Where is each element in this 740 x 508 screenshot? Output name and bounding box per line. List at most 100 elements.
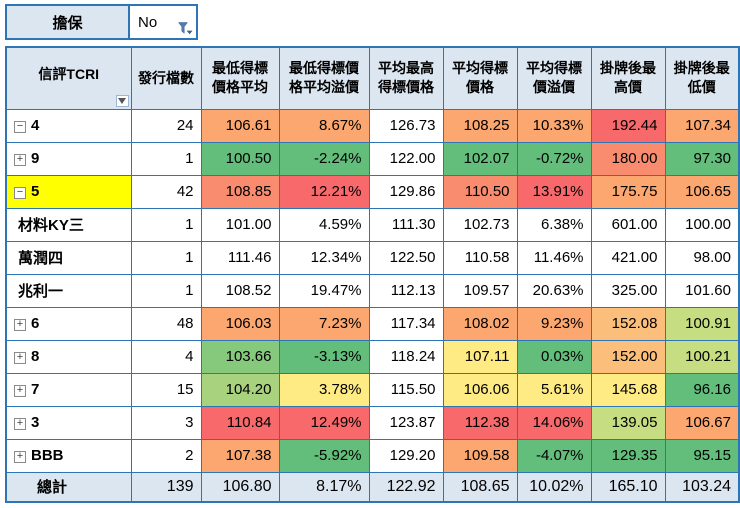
value-cell[interactable]: 108.52 — [200, 273, 280, 308]
expand-icon[interactable]: + — [14, 384, 26, 397]
value-cell[interactable]: 117.34 — [368, 306, 444, 341]
row-label-cell[interactable]: +6 — [5, 306, 132, 341]
issue-count-cell[interactable]: 3 — [130, 405, 202, 440]
value-cell[interactable]: 112.13 — [368, 273, 444, 308]
value-cell[interactable]: 106.03 — [200, 306, 280, 341]
value-cell[interactable]: 103.66 — [200, 339, 280, 374]
value-cell[interactable]: 123.87 — [368, 405, 444, 440]
value-cell[interactable]: 192.44 — [590, 108, 666, 143]
row-label-cell[interactable]: +9 — [5, 141, 132, 176]
row-label-cell[interactable]: 萬潤四 — [5, 240, 132, 275]
grand-total-cell[interactable]: 10.02% — [516, 471, 592, 503]
value-cell[interactable]: 5.61% — [516, 372, 592, 407]
row-label-cell[interactable]: 材料KY三 — [5, 207, 132, 242]
column-header-post-listing-low[interactable]: 掛牌後最低價 — [664, 46, 740, 110]
column-header-avg-bid[interactable]: 平均得標價格 — [442, 46, 518, 110]
grand-total-cell[interactable]: 122.92 — [368, 471, 444, 503]
value-cell[interactable]: 152.00 — [590, 339, 666, 374]
value-cell[interactable]: 111.46 — [200, 240, 280, 275]
column-header-avg-max-bid[interactable]: 平均最高得標價格 — [368, 46, 444, 110]
value-cell[interactable]: 7.23% — [278, 306, 370, 341]
value-cell[interactable]: 118.24 — [368, 339, 444, 374]
row-label-cell[interactable]: 兆利一 — [5, 273, 132, 308]
value-cell[interactable]: 145.68 — [590, 372, 666, 407]
grand-total-cell[interactable]: 103.24 — [664, 471, 740, 503]
value-cell[interactable]: 107.38 — [200, 438, 280, 473]
value-cell[interactable]: 0.03% — [516, 339, 592, 374]
value-cell[interactable]: 100.50 — [200, 141, 280, 176]
value-cell[interactable]: 9.23% — [516, 306, 592, 341]
value-cell[interactable]: 19.47% — [278, 273, 370, 308]
value-cell[interactable]: -3.13% — [278, 339, 370, 374]
value-cell[interactable]: 106.67 — [664, 405, 740, 440]
value-cell[interactable]: 110.58 — [442, 240, 518, 275]
value-cell[interactable]: 6.38% — [516, 207, 592, 242]
value-cell[interactable]: 106.61 — [200, 108, 280, 143]
value-cell[interactable]: 14.06% — [516, 405, 592, 440]
value-cell[interactable]: 106.65 — [664, 174, 740, 209]
grand-total-cell[interactable]: 106.80 — [200, 471, 280, 503]
column-header-min-bid-avg[interactable]: 最低得標價格平均 — [200, 46, 280, 110]
value-cell[interactable]: 112.38 — [442, 405, 518, 440]
row-label-cell[interactable]: +8 — [5, 339, 132, 374]
value-cell[interactable]: -2.24% — [278, 141, 370, 176]
value-cell[interactable]: 108.02 — [442, 306, 518, 341]
report-filter-field[interactable]: 擔保 — [7, 6, 128, 38]
expand-icon[interactable]: + — [14, 351, 26, 364]
issue-count-cell[interactable]: 48 — [130, 306, 202, 341]
column-header-min-bid-premium[interactable]: 最低得標價格平均溢價 — [278, 46, 370, 110]
grand-total-cell[interactable]: 8.17% — [278, 471, 370, 503]
value-cell[interactable]: 122.00 — [368, 141, 444, 176]
value-cell[interactable]: 109.58 — [442, 438, 518, 473]
value-cell[interactable]: 129.20 — [368, 438, 444, 473]
value-cell[interactable]: 175.75 — [590, 174, 666, 209]
issue-count-cell[interactable]: 1 — [130, 207, 202, 242]
value-cell[interactable]: 106.06 — [442, 372, 518, 407]
value-cell[interactable]: 108.25 — [442, 108, 518, 143]
value-cell[interactable]: 98.00 — [664, 240, 740, 275]
filter-funnel-icon[interactable] — [177, 22, 193, 36]
value-cell[interactable]: -5.92% — [278, 438, 370, 473]
issue-count-cell[interactable]: 4 — [130, 339, 202, 374]
expand-icon[interactable]: + — [14, 417, 26, 430]
value-cell[interactable]: 13.91% — [516, 174, 592, 209]
value-cell[interactable]: 10.33% — [516, 108, 592, 143]
value-cell[interactable]: 100.21 — [664, 339, 740, 374]
value-cell[interactable]: 4.59% — [278, 207, 370, 242]
row-label-cell[interactable]: +3 — [5, 405, 132, 440]
value-cell[interactable]: 107.34 — [664, 108, 740, 143]
row-label-cell[interactable]: + BBB — [5, 438, 132, 473]
value-cell[interactable]: 12.34% — [278, 240, 370, 275]
issue-count-cell[interactable]: 2 — [130, 438, 202, 473]
issue-count-cell[interactable]: 42 — [130, 174, 202, 209]
value-cell[interactable]: 111.30 — [368, 207, 444, 242]
grand-total-cell[interactable]: 108.65 — [442, 471, 518, 503]
value-cell[interactable]: 601.00 — [590, 207, 666, 242]
value-cell[interactable]: 129.86 — [368, 174, 444, 209]
value-cell[interactable]: 102.73 — [442, 207, 518, 242]
value-cell[interactable]: 325.00 — [590, 273, 666, 308]
value-cell[interactable]: 100.91 — [664, 306, 740, 341]
column-header-issue-count[interactable]: 發行檔數 — [130, 46, 202, 110]
value-cell[interactable]: 152.08 — [590, 306, 666, 341]
value-cell[interactable]: 126.73 — [368, 108, 444, 143]
grand-total-label[interactable]: 總計 — [5, 471, 132, 503]
expand-icon[interactable]: + — [14, 450, 26, 463]
value-cell[interactable]: 110.84 — [200, 405, 280, 440]
value-cell[interactable]: 180.00 — [590, 141, 666, 176]
value-cell[interactable]: 11.46% — [516, 240, 592, 275]
issue-count-cell[interactable]: 1 — [130, 273, 202, 308]
issue-count-cell[interactable]: 1 — [130, 240, 202, 275]
value-cell[interactable]: 12.49% — [278, 405, 370, 440]
value-cell[interactable]: 115.50 — [368, 372, 444, 407]
column-header-avg-bid-premium[interactable]: 平均得標價溢價 — [516, 46, 592, 110]
issue-count-cell[interactable]: 1 — [130, 141, 202, 176]
value-cell[interactable]: 96.16 — [664, 372, 740, 407]
value-cell[interactable]: 97.30 — [664, 141, 740, 176]
value-cell[interactable]: 101.00 — [200, 207, 280, 242]
collapse-icon[interactable]: − — [14, 120, 26, 133]
issue-count-cell[interactable]: 15 — [130, 372, 202, 407]
value-cell[interactable]: 108.85 — [200, 174, 280, 209]
value-cell[interactable]: 3.78% — [278, 372, 370, 407]
value-cell[interactable]: 102.07 — [442, 141, 518, 176]
